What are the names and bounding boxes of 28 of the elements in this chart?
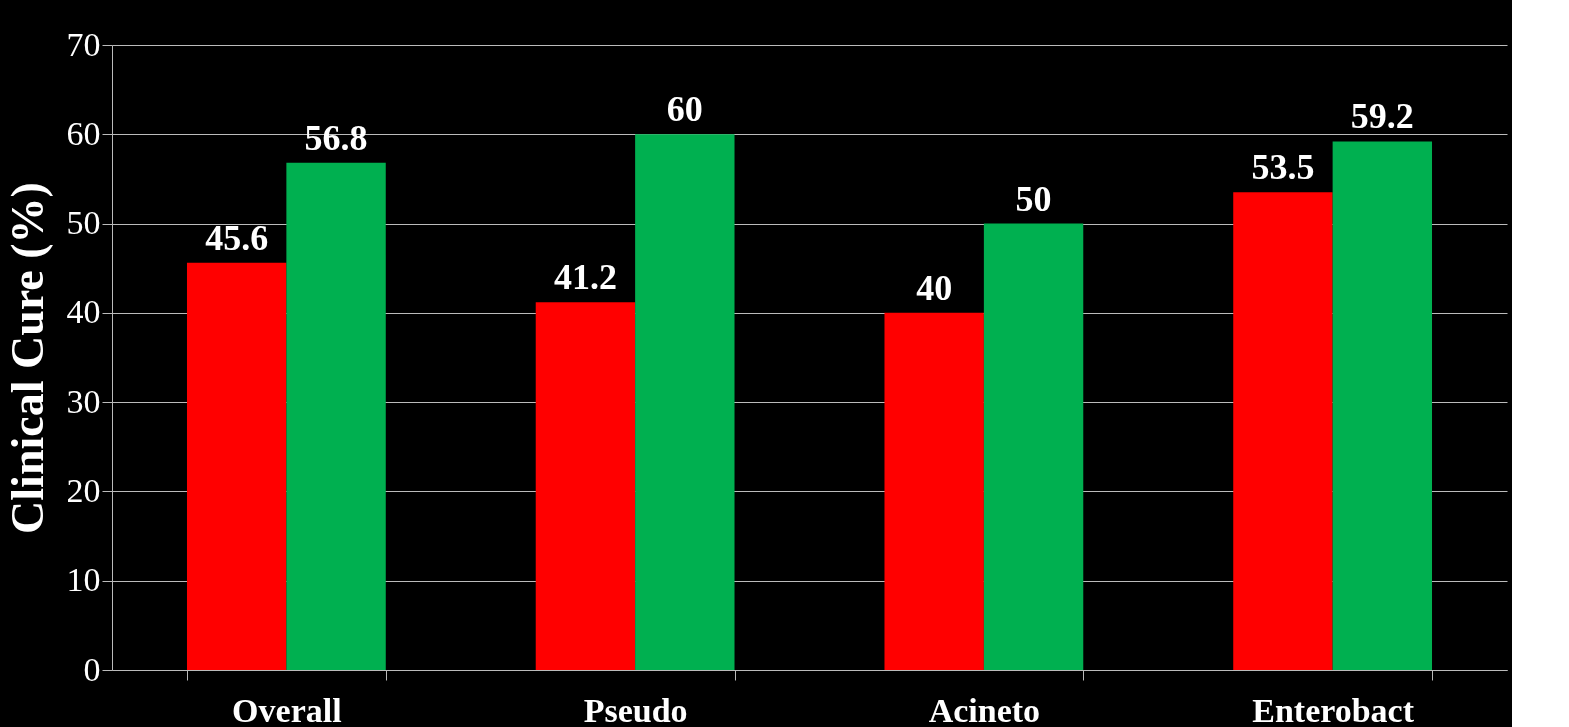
bar bbox=[535, 302, 636, 670]
bar bbox=[983, 223, 1084, 670]
data-label: 59.2 bbox=[1350, 96, 1414, 137]
x-tick-label: Acineto bbox=[928, 691, 1041, 727]
data-label: 53.5 bbox=[1251, 147, 1315, 188]
x-tick-label: Pseudo bbox=[583, 691, 688, 727]
data-label: 60 bbox=[666, 89, 703, 130]
data-label: 45.6 bbox=[205, 217, 269, 258]
y-axis-title: Clinical Cure (%) bbox=[1, 182, 53, 534]
bar bbox=[635, 134, 735, 670]
data-label: 40 bbox=[916, 267, 953, 308]
bar bbox=[1233, 192, 1333, 670]
y-tick-label: 40 bbox=[66, 293, 101, 331]
y-tick-label: 50 bbox=[66, 204, 101, 242]
x-tick-label: Overall bbox=[232, 691, 342, 727]
bar bbox=[186, 262, 287, 670]
y-tick-label: 30 bbox=[66, 382, 101, 420]
y-tick-label: 70 bbox=[66, 25, 101, 63]
data-label: 50 bbox=[1015, 178, 1052, 219]
x-tick-label: Enterobact bbox=[1252, 691, 1415, 727]
y-tick-label: 60 bbox=[66, 114, 101, 152]
bar bbox=[884, 312, 984, 670]
y-tick-label: 20 bbox=[66, 471, 101, 509]
bar bbox=[286, 162, 386, 670]
y-tick-label: 10 bbox=[66, 561, 101, 599]
y-tick-label: 0 bbox=[83, 650, 101, 688]
bar bbox=[1332, 141, 1433, 670]
data-label: 41.2 bbox=[553, 257, 617, 298]
